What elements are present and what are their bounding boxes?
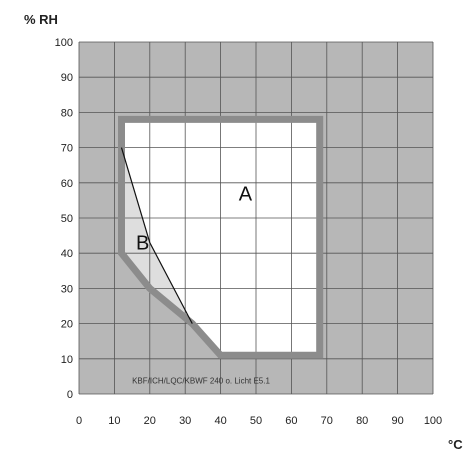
x-tick-label: 60 [285,415,297,427]
y-tick-label: 50 [61,213,73,225]
grid [78,41,434,395]
x-tick-label: 40 [214,415,226,427]
y-tick-label: 20 [61,319,73,331]
x-tick-label: 30 [179,415,191,427]
y-tick-label: 80 [61,107,73,119]
x-tick-label: 10 [108,415,120,427]
y-tick-label: 10 [61,354,73,366]
region-a-boundary [118,115,324,359]
y-tick-label: 40 [61,248,73,260]
y-tick-label: 30 [61,283,73,295]
y-tick-label: 0 [67,389,73,401]
x-tick-label: 0 [76,415,82,427]
region-b-line [120,147,193,324]
x-tick-label: 70 [321,415,333,427]
y-tick-label: 90 [61,72,73,84]
chart-annotation: KBF/ICH/LQC/KBWF 240 o. Licht E5.1 [132,376,270,385]
y-axis-title: % RH [24,12,58,27]
x-tick-label: 100 [424,415,442,427]
region-a-label: A [239,183,253,205]
axis-ticks: 0 10 20 30 40 50 60 70 80 90 100 0 10 20 30 40 50 60 70 80 9… [55,37,443,427]
x-tick-label: 80 [356,415,368,427]
y-tick-label: 60 [61,178,73,190]
y-tick-label: 100 [55,37,73,49]
x-tick-label: 90 [391,415,403,427]
y-tick-label: 70 [61,143,73,155]
x-axis-title: °C [448,437,463,452]
x-tick-label: 50 [250,415,262,427]
region-b-label: B [136,233,149,255]
x-tick-label: 20 [144,415,156,427]
